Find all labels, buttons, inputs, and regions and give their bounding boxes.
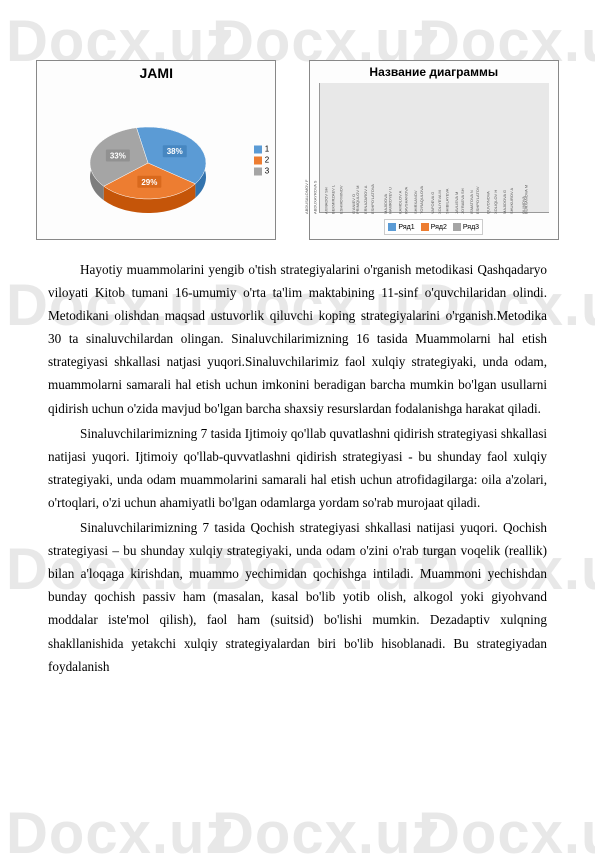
bar-category-label: JAVLIEVA M xyxy=(454,192,459,214)
pie-chart: JAMI 38% 29% 33% 1 2 3 xyxy=(36,60,276,240)
pie-svg: 38% 29% 33% xyxy=(76,95,236,225)
bar-chart: Название диаграммы ABDUSALOMOV FABDUXAYR… xyxy=(309,60,559,240)
bar-category-label: BURXANOVA M xyxy=(523,185,528,214)
bar-category-label: SHIRXANOV xyxy=(413,190,418,214)
legend-swatch xyxy=(254,145,262,153)
legend-label: Ряд1 xyxy=(398,224,414,231)
svg-text:38%: 38% xyxy=(167,147,183,156)
bar-category-label: JO'RAEVA SH xyxy=(461,188,466,214)
pie-legend-item: 1 xyxy=(254,145,269,154)
bar-category-label: PRIMQULOV M xyxy=(355,186,360,214)
paragraph: Hayotiy muammolarini yengib o'tish strat… xyxy=(48,258,547,420)
bar-category-label: AXMADOV SH xyxy=(323,187,328,214)
bar-legend: Ряд1 Ряд2 Ряд3 xyxy=(384,219,483,235)
pie-legend-item: 3 xyxy=(254,167,269,176)
bar-category-label: HAMROYEV U xyxy=(388,187,393,214)
watermark: Docx.uz xyxy=(212,800,441,867)
legend-label: 1 xyxy=(265,145,269,154)
bar-category-label: KAMOLOV A xyxy=(397,191,402,214)
bar-legend-item: Ряд2 xyxy=(421,223,447,231)
bar-category-label: BEKMIRZAEV L xyxy=(330,185,335,214)
bar-category-label: ISMATOVA N xyxy=(469,190,474,214)
legend-swatch xyxy=(254,167,262,175)
bar-category-label: ESHPO'LATOV xyxy=(476,186,481,214)
body-text: Hayotiy muammolarini yengib o'tish strat… xyxy=(0,250,595,678)
bar-category-label: SHUKUROV A xyxy=(508,188,513,214)
bar-category-label: TO'RAQULOVA xyxy=(419,186,424,214)
watermark: Docx.uz xyxy=(6,800,235,867)
bar-chart-body: ABDUSALOMOV FABDUXAYROVA SAXMADOV SHBEKM… xyxy=(319,83,549,213)
legend-label: 3 xyxy=(265,167,269,176)
bar-category-label: XOLIQLOV H xyxy=(493,190,498,214)
legend-label: Ряд2 xyxy=(431,224,447,231)
charts-container: JAMI 38% 29% 33% 1 2 3 Название диаграммы AB… xyxy=(0,0,595,250)
bar-category-label: RAVSHANOVA xyxy=(404,187,409,214)
bar-category-label: XOLIYEVA M xyxy=(437,190,442,214)
legend-swatch xyxy=(388,223,396,231)
bar-chart-title: Название диаграммы xyxy=(310,61,558,83)
legend-swatch xyxy=(453,223,461,231)
legend-label: Ряд3 xyxy=(463,224,479,231)
bar-category-label: ERNAZAROV A xyxy=(363,186,368,214)
watermark: Docx.uz xyxy=(418,800,595,867)
svg-text:33%: 33% xyxy=(110,152,126,161)
paragraph: Sinaluvchilarimizning 7 tasida Qochish s… xyxy=(48,516,547,678)
bar-category-label: ESHMO'MINOV xyxy=(339,185,344,214)
legend-label: 2 xyxy=(265,156,269,165)
bar-legend-item: Ряд1 xyxy=(388,223,414,231)
pie-legend: 1 2 3 xyxy=(254,143,269,178)
paragraph: Sinaluvchilarimizning 7 tasida Ijtimoiy … xyxy=(48,422,547,514)
pie-chart-body: 38% 29% 33% 1 2 3 xyxy=(37,85,275,235)
pie-legend-item: 2 xyxy=(254,156,269,165)
bar-category-label: ESHPO'LATOVA xyxy=(370,184,375,214)
bar-legend-item: Ряд3 xyxy=(453,223,479,231)
bar-category-label: SHIBILAYEVA xyxy=(445,189,450,214)
bar-category-label: MAJIDOVA G xyxy=(501,190,506,214)
bar-category-label: VAFOEVA G xyxy=(430,192,435,214)
bar-category-label: ABDUXAYROVA S xyxy=(312,181,317,214)
svg-text:29%: 29% xyxy=(142,178,158,187)
bar-category-label: QUVONOVA xyxy=(486,191,491,214)
legend-swatch xyxy=(421,223,429,231)
pie-chart-title: JAMI xyxy=(37,61,275,85)
legend-swatch xyxy=(254,156,262,164)
bar-category-label: ABDUSALOMOV F xyxy=(304,180,309,214)
